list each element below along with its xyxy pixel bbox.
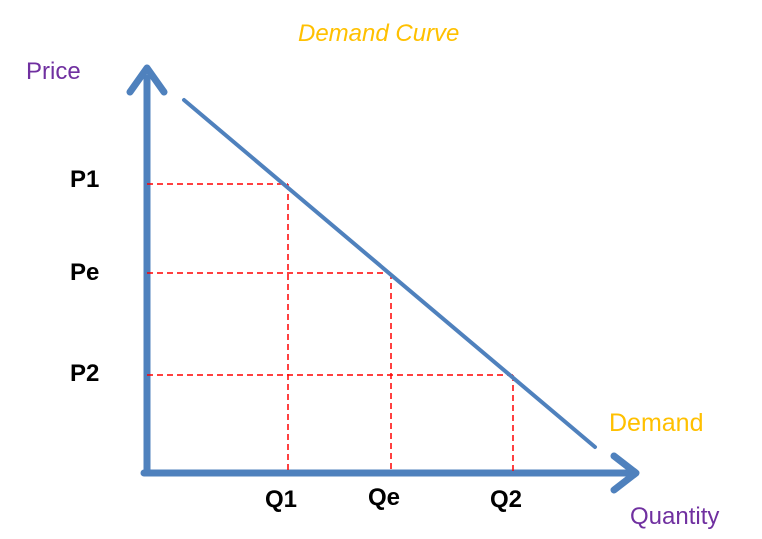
quantity-label-qe: Qe [368,484,401,511]
price-label-p2: P2 [70,360,100,387]
x-axis-arrowhead [610,452,640,494]
quantity-label-q2: Q2 [490,486,523,513]
demand-curve-label: Demand [609,409,704,437]
price-label-pe: Pe [70,259,100,286]
y-axis-arrowhead [126,64,168,96]
price-label-p1: P1 [70,166,100,193]
x-axis-label: Quantity [630,503,720,530]
diagram-title: Demand Curve [298,20,460,47]
y-axis-label: Price [26,58,81,85]
quantity-label-q1: Q1 [265,486,298,513]
demand-line [182,98,597,449]
